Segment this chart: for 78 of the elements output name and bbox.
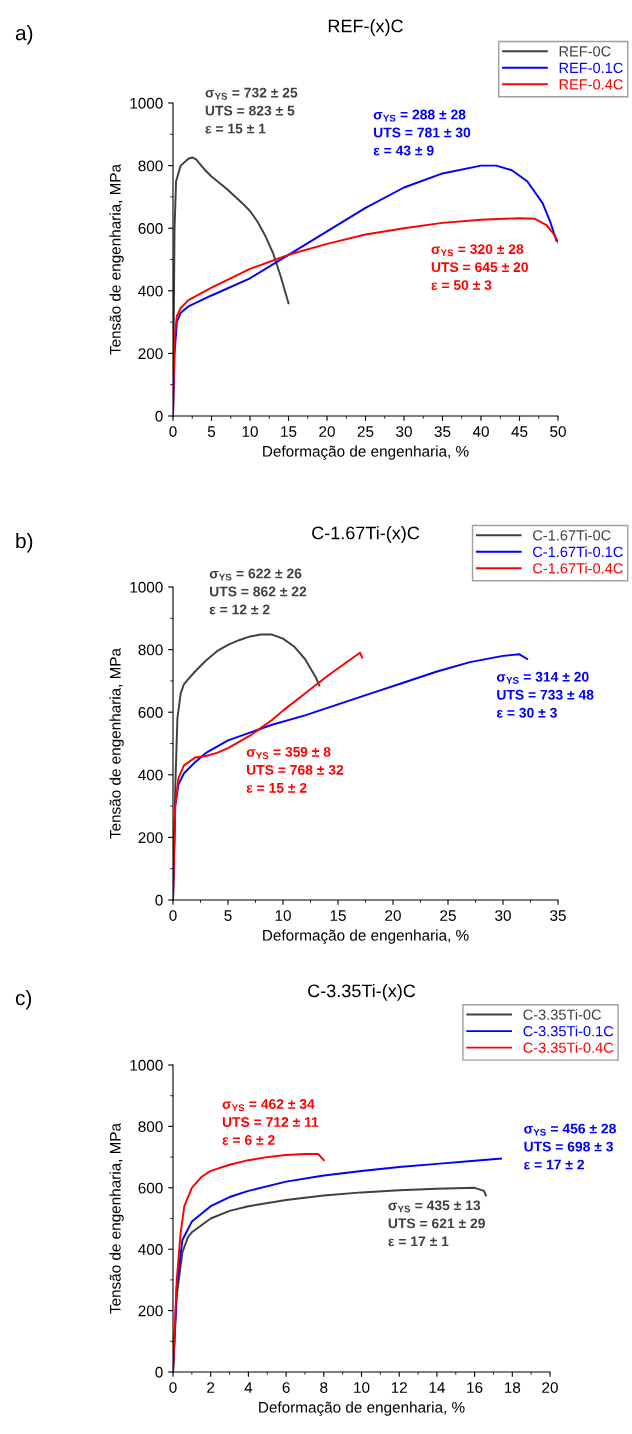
annotation: σ$_{YS}$ = 314 ± 20 UTS = 733 ± 48 ε = 30 ± 3 xyxy=(496,671,594,718)
y-tick-label: 600 xyxy=(138,1182,163,1194)
y-axis-title: Tensão de engenharia, MPa xyxy=(109,647,124,839)
annotation: σ$_{YS}$ = 456 ± 28 UTS = 698 ± 3 ε = 17 ± 2 xyxy=(524,1123,616,1170)
y-axis-title: Tensão de engenharia, MPa xyxy=(109,1122,124,1314)
annotation: σ$_{YS}$ = 320 ± 28 UTS = 645 ± 20 ε = 50 ± 3 xyxy=(431,244,528,291)
x-tick-label: 10 xyxy=(354,1382,370,1393)
x-tick-label: 10 xyxy=(242,426,258,437)
x-tick-label: 5 xyxy=(207,426,216,437)
y-tick-label: 200 xyxy=(138,1305,163,1317)
x-tick-label: 16 xyxy=(467,1382,483,1393)
y-tick-label: 200 xyxy=(138,832,163,844)
x-tick-label: 15 xyxy=(330,910,346,921)
x-tick-label: 5 xyxy=(224,910,232,921)
y-tick-label: 800 xyxy=(138,160,163,172)
y-tick-label: 800 xyxy=(138,1121,163,1133)
legend-label: C-3.35Ti-0.4C xyxy=(523,1042,614,1053)
x-tick-label: 0 xyxy=(169,426,177,437)
annotation: σ$_{YS}$ = 288 ± 28 UTS = 781 ± 30 ε = 43 ± 9 xyxy=(373,109,471,156)
x-tick-label: 30 xyxy=(396,426,412,437)
x-tick-label: 20 xyxy=(319,426,335,437)
x-tick-label: 18 xyxy=(504,1382,521,1393)
x-tick-label: 30 xyxy=(495,910,511,921)
x-tick-label: 14 xyxy=(429,1382,445,1393)
x-axis-title: Deformação de engenharia, % xyxy=(259,1401,465,1416)
text: b) xyxy=(16,533,33,553)
x-tick-label: 45 xyxy=(511,426,528,437)
x-tick-label: 20 xyxy=(542,1382,558,1393)
legend-label: C-1.67Ti-0.1C xyxy=(533,546,623,558)
annotation: σ$_{YS}$ = 462 ± 34 UTS = 712 ± 11 ε = 6 ± 2 xyxy=(222,1099,319,1145)
chart-title: C-3.35Ti-(x)C xyxy=(308,983,416,1001)
text: a) xyxy=(15,25,33,45)
legend-label: C-3.35Ti-0.1C xyxy=(523,1025,614,1037)
x-axis-title: Deformação de engenharia, % xyxy=(263,929,469,944)
annotation: σ$_{YS}$ = 622 ± 26 UTS = 862 ± 22 ε = 12 ± 2 xyxy=(209,568,307,615)
text: c) xyxy=(15,990,32,1010)
y-tick-label: 600 xyxy=(138,707,163,718)
y-tick-label: 200 xyxy=(138,348,163,360)
y-axis-title: Tensão de engenharia, MPa xyxy=(109,163,124,355)
x-tick-label: 0 xyxy=(169,910,177,921)
x-tick-label: 40 xyxy=(472,426,489,437)
x-tick-label: 35 xyxy=(434,426,451,437)
x-tick-label: 15 xyxy=(281,426,297,437)
legend-label: REF-0.1C xyxy=(559,62,623,74)
y-tick-label: 0 xyxy=(155,1366,163,1378)
y-tick-label: 0 xyxy=(155,410,163,422)
y-tick-label: 1000 xyxy=(130,1059,163,1071)
x-tick-label: 25 xyxy=(440,910,456,921)
y-tick-label: 800 xyxy=(138,644,163,656)
legend-label: C-1.67Ti-0C xyxy=(533,529,611,541)
legend-label: C-1.67Ti-0.4C xyxy=(533,562,623,574)
y-tick-label: 0 xyxy=(155,894,163,906)
x-tick-label: 4 xyxy=(244,1382,253,1393)
x-tick-label: 10 xyxy=(275,910,291,921)
x-tick-label: 50 xyxy=(550,426,566,437)
y-tick-label: 400 xyxy=(138,285,163,297)
legend-label: REF-0.4C xyxy=(559,79,623,90)
annotation: σ$_{YS}$ = 359 ± 8 UTS = 768 ± 32 ε = 15 ± 2 xyxy=(246,746,344,793)
x-tick-label: 25 xyxy=(357,426,374,437)
legend-label: REF-0C xyxy=(559,46,611,57)
x-tick-label: 12 xyxy=(391,1382,407,1393)
chart-title: C-1.67Ti-(x)C xyxy=(312,526,420,543)
x-axis-title: Deformação de engenharia, % xyxy=(263,445,469,460)
x-tick-label: 0 xyxy=(169,1382,177,1393)
y-tick-label: 1000 xyxy=(130,97,163,109)
y-tick-label: 1000 xyxy=(130,581,163,593)
x-tick-label: 8 xyxy=(320,1382,328,1393)
x-tick-label: 35 xyxy=(550,910,566,921)
annotation: σ$_{YS}$ = 732 ± 25 UTS = 823 ± 5 ε = 15 ± 1 xyxy=(205,87,298,134)
legend-label: C-3.35Ti-0C xyxy=(523,1009,602,1020)
x-tick-label: 2 xyxy=(207,1382,215,1393)
annotation: σ$_{YS}$ = 435 ± 13 UTS = 621 ± 29 ε = 17 ± 1 xyxy=(388,1200,485,1247)
y-tick-label: 400 xyxy=(138,769,163,781)
x-tick-label: 20 xyxy=(385,910,401,921)
y-tick-label: 600 xyxy=(138,223,163,234)
y-tick-label: 400 xyxy=(138,1244,163,1255)
x-tick-label: 6 xyxy=(282,1382,290,1393)
chart-title: REF-(x)C xyxy=(328,19,403,36)
